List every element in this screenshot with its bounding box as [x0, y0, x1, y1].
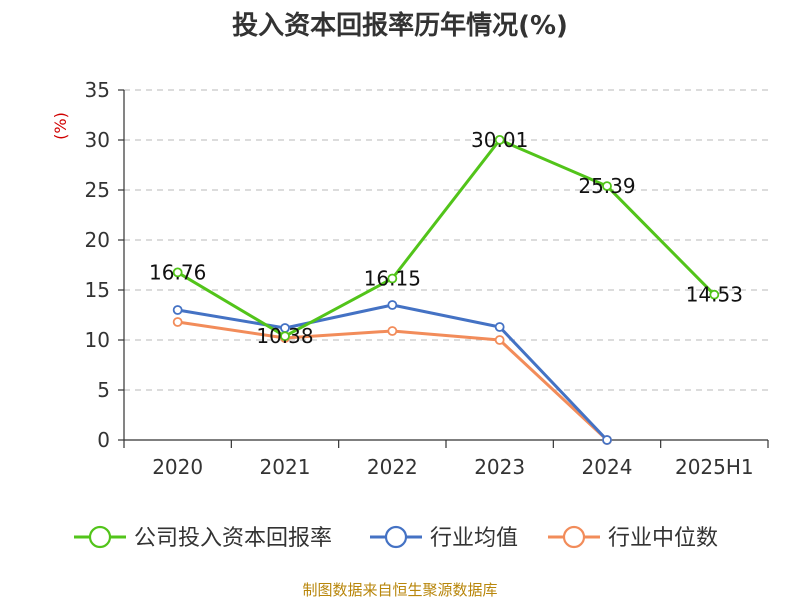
x-tick-label: 2024 — [582, 455, 633, 479]
data-label: 16.15 — [364, 267, 421, 291]
legend-label: 行业中位数 — [608, 526, 718, 551]
data-point — [387, 273, 398, 284]
chart-title: 投入资本回报率历年情况(%) — [232, 10, 568, 41]
y-tick-label: 25 — [85, 178, 110, 202]
y-tick-label: 20 — [85, 228, 110, 252]
series-line — [176, 138, 716, 338]
data-point — [172, 267, 183, 278]
legend-marker — [88, 525, 112, 549]
y-tick-label: 0 — [97, 428, 110, 452]
data-point — [494, 134, 505, 145]
x-tick-label: 2025H1 — [675, 455, 754, 479]
series-layer — [172, 134, 720, 445]
legend-label: 公司投入资本回报率 — [134, 526, 332, 551]
data-label: 25.39 — [578, 174, 635, 198]
data-point — [494, 335, 505, 345]
x-tick-label: 2022 — [367, 455, 418, 479]
gridlines — [124, 89, 768, 391]
data-label: 30.01 — [471, 128, 528, 152]
legend: 公司投入资本回报率 行业均值 行业中位数 — [74, 525, 718, 551]
axes: 0 5 10 15 20 25 30 35 2020 2021 2022 2023 2024 2025H1 — [85, 78, 769, 479]
legend-marker — [562, 525, 586, 549]
data-point — [172, 305, 183, 315]
data-point — [602, 435, 612, 445]
data-label: 14.53 — [686, 283, 743, 307]
y-tick-label: 10 — [85, 328, 110, 352]
data-point — [494, 322, 505, 332]
y-tick-label: 35 — [85, 78, 110, 102]
data-point — [280, 331, 290, 342]
data-point — [709, 289, 720, 300]
y-tick-label: 15 — [85, 278, 110, 302]
data-point — [387, 300, 398, 310]
series-line — [177, 303, 609, 442]
x-tick-label: 2020 — [152, 455, 203, 479]
source-note: 制图数据来自恒生聚源数据库 — [302, 581, 497, 599]
y-tick-label: 30 — [85, 128, 110, 152]
data-point — [387, 326, 398, 336]
data-label: 16.76 — [149, 260, 206, 284]
x-tick-label: 2023 — [474, 455, 525, 479]
data-labels: 16.76 10.38 16.15 30.01 25.39 14.53 — [149, 128, 743, 348]
legend-marker — [384, 525, 408, 549]
x-tick-label: 2021 — [260, 455, 311, 479]
y-tick-label: 5 — [97, 378, 110, 402]
data-point — [172, 317, 183, 327]
data-label: 10.38 — [256, 324, 313, 348]
data-point — [602, 181, 612, 192]
y-axis-unit: (%) — [51, 112, 70, 140]
legend-label: 行业均值 — [430, 526, 518, 551]
